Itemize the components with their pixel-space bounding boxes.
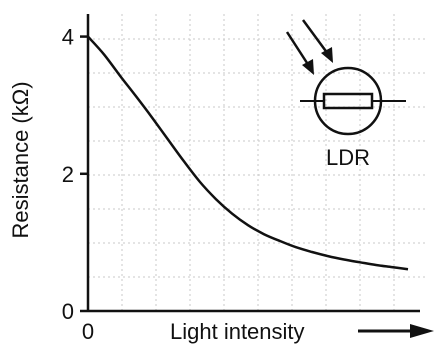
y-tick-label: 2: [62, 162, 74, 187]
ldr-label: LDR: [326, 145, 370, 170]
ldr-symbol-icon: [285, 19, 406, 136]
y-tick-label: 4: [62, 25, 74, 50]
grid: [88, 14, 425, 311]
series-line: [87, 35, 409, 271]
tick-marks: [80, 35, 88, 313]
y-axis-title: Resistance (kΩ): [8, 81, 33, 238]
x-tick-label: 0: [82, 319, 94, 344]
tick-labels: 0 2 4 0: [62, 25, 94, 344]
x-axis-title: Light intensity: [170, 319, 305, 344]
x-axis-arrow-icon: [358, 324, 434, 338]
y-tick-label: 0: [62, 299, 74, 324]
